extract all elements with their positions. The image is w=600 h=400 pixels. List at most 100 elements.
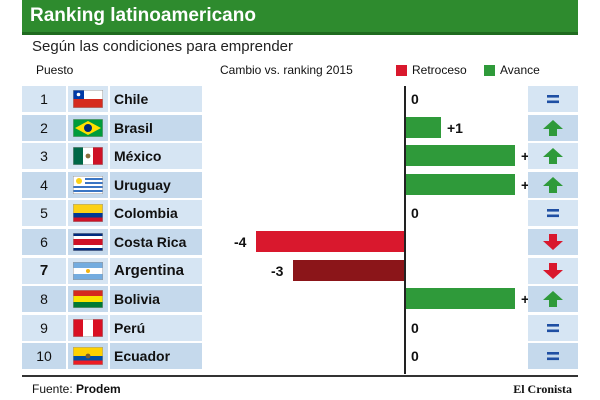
costa-rica-flag-icon [68, 229, 108, 255]
chile-flag-icon [68, 86, 108, 112]
change-value-label: 0 [411, 91, 419, 107]
trend-cell [528, 314, 578, 341]
trend-cell [528, 171, 578, 198]
source-value: Prodem [76, 382, 121, 396]
table-row: 10 Ecuador 0 [22, 343, 578, 371]
legend-advance-swatch [484, 64, 495, 76]
source-note: Fuente: Prodem [32, 382, 121, 396]
trend-cell [528, 200, 578, 227]
change-bar [404, 173, 515, 195]
trend-cell [528, 143, 578, 170]
rank-position: 9 [22, 314, 66, 341]
change-bar [404, 116, 441, 138]
equal-icon [547, 323, 559, 332]
rank-position: 2 [22, 114, 66, 141]
change-header: Cambio vs. ranking 2015 [220, 63, 353, 77]
zero-axis-line [404, 86, 406, 374]
arrow-down-icon [543, 262, 563, 279]
trend-cell [528, 114, 578, 141]
bar-cell: +3 [204, 143, 537, 170]
arrow-up-icon [543, 176, 563, 193]
bar-cell: 0 [204, 86, 526, 112]
bar-cell: 0 [204, 314, 526, 341]
change-value-label: 0 [411, 348, 419, 365]
position-header: Puesto [36, 63, 74, 77]
change-value-label: +1 [447, 119, 463, 136]
trend-cell [528, 286, 578, 313]
trend-cell [528, 343, 578, 370]
rank-position: 4 [22, 171, 66, 198]
bar-cell: -3 [204, 257, 526, 284]
chart-subtitle: Según las condiciones para emprender [32, 38, 293, 55]
change-bar [404, 145, 515, 167]
rank-position: 7 [22, 257, 66, 284]
table-row: 6 Costa Rica -4 [22, 229, 578, 256]
title-underline [22, 32, 578, 35]
equal-icon [547, 95, 559, 104]
rank-position: 1 [22, 86, 66, 112]
change-value-label: -3 [271, 262, 284, 279]
equal-icon [547, 209, 559, 218]
bar-cell: 0 [204, 200, 526, 227]
change-bar [404, 288, 515, 310]
uruguay-flag-icon [68, 171, 108, 198]
peru-flag-icon [68, 314, 108, 341]
trend-cell [528, 229, 578, 255]
rank-position: 3 [22, 143, 66, 170]
rank-position: 6 [22, 229, 66, 255]
brazil-flag-icon [68, 114, 108, 141]
arrow-down-icon [543, 234, 563, 250]
arrow-up-icon [543, 148, 563, 165]
table-row: 5 Colombia 0 [22, 200, 578, 228]
table-row: 8 Bolivia+3 [22, 286, 578, 314]
country-name: Colombia [110, 200, 202, 227]
source-label: Fuente: [32, 382, 73, 396]
change-value-label: 0 [411, 319, 419, 336]
bar-cell: +1 [204, 114, 526, 141]
legend-decline-swatch [396, 64, 407, 76]
table-row: 9 Perú 0 [22, 314, 578, 342]
equal-icon [547, 352, 559, 361]
trend-cell [528, 86, 578, 112]
country-name: Chile [110, 86, 202, 112]
table-row: 7 Argentina -3 [22, 257, 578, 285]
bolivia-flag-icon [68, 286, 108, 313]
footer-divider [22, 375, 578, 377]
rank-position: 10 [22, 343, 66, 370]
table-row: 4 Uruguay+3 [22, 171, 578, 199]
argentina-flag-icon [68, 257, 108, 284]
rank-position: 5 [22, 200, 66, 227]
bar-cell: +3 [204, 286, 537, 313]
table-row: 3 México+3 [22, 143, 578, 171]
arrow-up-icon [543, 291, 563, 308]
bar-cell: -4 [204, 229, 526, 255]
trend-cell [528, 257, 578, 284]
country-name: Brasil [110, 114, 202, 141]
bar-cell: 0 [204, 343, 526, 370]
table-row: 1 Chile 0 [22, 86, 578, 113]
country-name: Uruguay [110, 171, 202, 198]
change-bar [256, 231, 404, 252]
legend-decline: Retroceso [396, 63, 467, 77]
country-name: Ecuador [110, 343, 202, 370]
change-value-label: 0 [411, 205, 419, 222]
table-row: 2 Brasil +1 [22, 114, 578, 142]
publisher-brand: El Cronista [513, 382, 572, 396]
bar-cell: +3 [204, 171, 537, 198]
ecuador-flag-icon [68, 343, 108, 370]
rank-position: 8 [22, 286, 66, 313]
arrow-up-icon [543, 119, 563, 136]
change-bar [293, 259, 404, 281]
legend-decline-label: Retroceso [412, 63, 467, 77]
country-name: Bolivia [110, 286, 202, 313]
infographic: Ranking latinoamericano Según las condic… [22, 0, 578, 400]
country-name: Argentina [110, 257, 202, 284]
country-name: México [110, 143, 202, 170]
legend-advance-label: Avance [500, 63, 540, 77]
country-name: Perú [110, 314, 202, 341]
change-value-label: -4 [234, 234, 247, 250]
mexico-flag-icon [68, 143, 108, 170]
colombia-flag-icon [68, 200, 108, 227]
legend-advance: Avance [484, 63, 540, 77]
chart-title: Ranking latinoamericano [22, 0, 578, 32]
